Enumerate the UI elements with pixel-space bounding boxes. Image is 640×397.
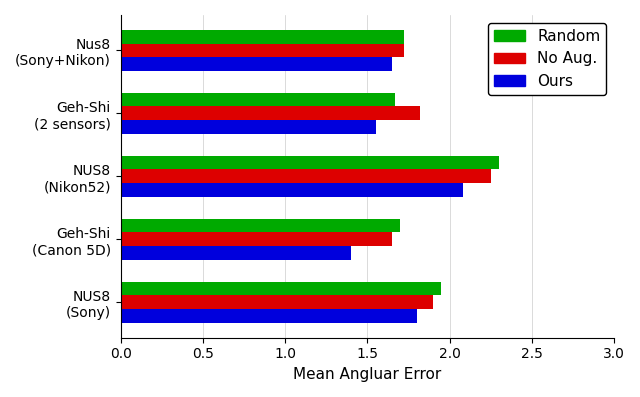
Bar [120, 120, 376, 134]
Bar [120, 295, 433, 309]
Bar [120, 156, 499, 170]
Bar [120, 281, 442, 295]
Bar [120, 106, 420, 120]
Bar [120, 246, 351, 260]
Bar [120, 232, 392, 246]
Bar [120, 93, 396, 106]
Bar [120, 58, 392, 71]
Bar [120, 218, 400, 232]
X-axis label: Mean Angluar Error: Mean Angluar Error [293, 367, 442, 382]
Bar [120, 309, 417, 323]
Bar [120, 170, 491, 183]
Bar [120, 44, 403, 58]
Bar [120, 183, 463, 197]
Bar [120, 30, 403, 44]
Legend: Random, No Aug., Ours: Random, No Aug., Ours [488, 23, 607, 95]
